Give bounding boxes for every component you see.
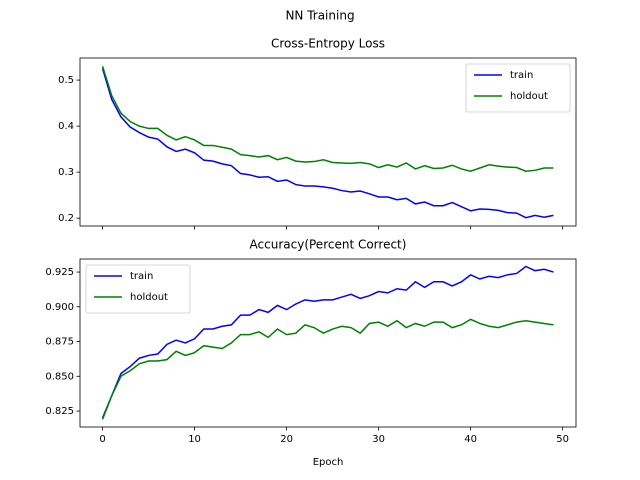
series-line: [101, 265, 554, 419]
y-tick-label: 0.850: [45, 371, 74, 382]
y-tick-label: 0.875: [45, 337, 74, 348]
y-tick-label: 0.825: [45, 406, 74, 417]
axes-frame: [79, 258, 577, 428]
legend-label: train: [130, 271, 153, 282]
series-line: [101, 66, 554, 173]
axes-frame: [79, 57, 577, 227]
legend-box: [85, 264, 191, 314]
x-tick-label: 0: [99, 434, 105, 445]
legend-label: train: [510, 70, 533, 81]
x-tick-label: 40: [464, 434, 477, 445]
x-tick-label: 30: [372, 434, 385, 445]
legend-label: holdout: [130, 292, 168, 303]
legend-box: [465, 63, 571, 113]
series-line: [101, 318, 554, 420]
axes-title: Accuracy(Percent Correct): [250, 238, 407, 252]
y-tick-label: 0.4: [58, 121, 74, 132]
y-tick-label: 0.3: [58, 167, 74, 178]
y-tick-label: 0.925: [45, 267, 74, 278]
figure-title: NN Training: [285, 9, 354, 23]
y-tick-label: 0.900: [45, 302, 74, 313]
y-tick-label: 0.2: [58, 213, 74, 224]
x-axis-label: Epoch: [313, 457, 344, 468]
series-line: [101, 68, 554, 219]
x-tick-label: 50: [556, 434, 569, 445]
y-tick-label: 0.5: [58, 75, 74, 86]
legend-label: holdout: [510, 91, 548, 102]
axes-title: Cross-Entropy Loss: [271, 37, 385, 51]
x-tick-label: 10: [188, 434, 201, 445]
x-tick-label: 20: [280, 434, 293, 445]
